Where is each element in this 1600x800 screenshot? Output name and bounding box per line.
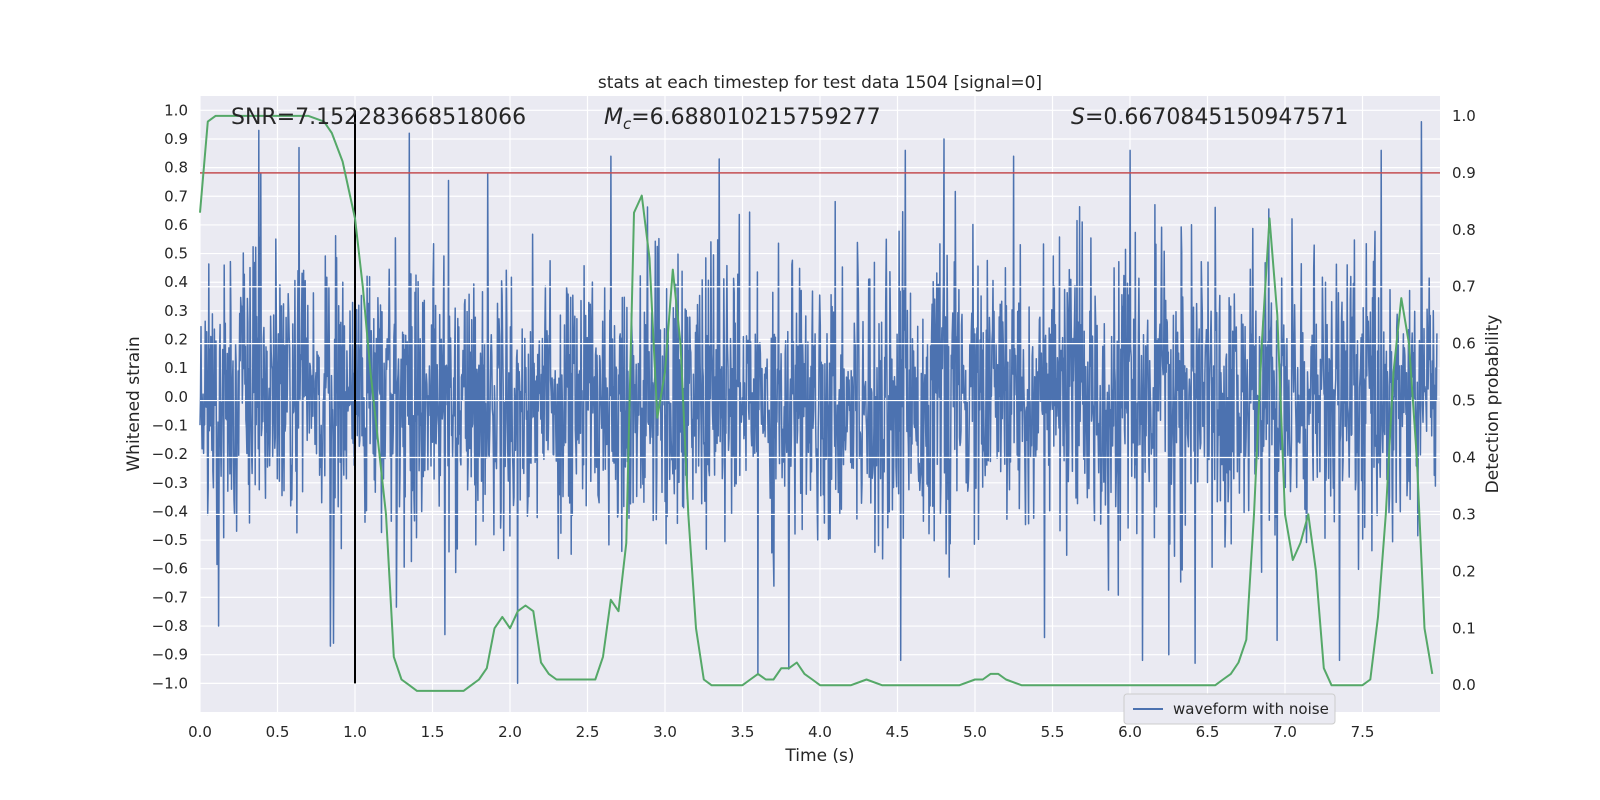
s-value: =0.6670845150947571 xyxy=(1085,105,1348,130)
y-tick-label: −0.2 xyxy=(152,445,188,463)
y-axis-label: Whitened strain xyxy=(124,336,144,471)
y-tick-label: 0.6 xyxy=(164,216,188,234)
x-tick-label: 6.5 xyxy=(1196,723,1220,741)
y-tick-label: −0.1 xyxy=(152,416,188,434)
x-tick-label: 1.5 xyxy=(421,723,445,741)
y-tick-label: −0.8 xyxy=(152,617,188,635)
y-tick-label: 0.7 xyxy=(164,187,188,205)
y-axis-ticks: 1.0 0.9 0.8 0.7 0.6 0.5 0.4 0.3 0.2 0.1 0.0 −0.1 −0.… xyxy=(152,101,188,692)
y2-tick-label: 0.5 xyxy=(1452,392,1476,410)
y-tick-label: −0.4 xyxy=(152,502,188,520)
x-tick-label: 5.5 xyxy=(1041,723,1065,741)
x-tick-label: 5.0 xyxy=(963,723,987,741)
y2-tick-label: 0.0 xyxy=(1452,676,1476,694)
y2-tick-label: 0.8 xyxy=(1452,221,1476,239)
y2-axis-ticks: 1.0 0.9 0.8 0.7 0.6 0.5 0.4 0.3 0.2 0.1 0.0 xyxy=(1452,107,1476,694)
y2-tick-label: 0.7 xyxy=(1452,278,1476,296)
y-tick-label: −0.7 xyxy=(152,588,188,606)
s-annotation: S=0.6670845150947571 xyxy=(1071,105,1348,130)
y-tick-label: −0.3 xyxy=(152,474,188,492)
legend-label-waveform: waveform with noise xyxy=(1173,700,1329,718)
y-tick-label: −0.6 xyxy=(152,560,188,578)
y2-tick-label: 0.9 xyxy=(1452,164,1476,182)
y-tick-label: −0.5 xyxy=(152,531,188,549)
y2-tick-label: 0.3 xyxy=(1452,505,1476,523)
y-tick-label: 0.9 xyxy=(164,130,188,148)
x-tick-label: 3.5 xyxy=(731,723,755,741)
chirp-mass-annotation: Mc=6.688010215759277 xyxy=(604,105,881,133)
y-tick-label: 0.0 xyxy=(164,388,188,406)
x-tick-label: 4.5 xyxy=(886,723,910,741)
chart-title: stats at each timestep for test data 150… xyxy=(598,73,1042,93)
y-tick-label: 0.8 xyxy=(164,159,188,177)
x-axis-ticks: 0.0 0.5 1.0 1.5 2.0 2.5 3.0 3.5 4.0 4.5 5.0 5.5 6.0 6… xyxy=(188,723,1374,741)
x-tick-label: 2.5 xyxy=(576,723,600,741)
y2-tick-label: 0.1 xyxy=(1452,619,1476,637)
y-tick-label: −1.0 xyxy=(152,674,188,692)
y2-axis-label: Detection probability xyxy=(1483,315,1503,494)
x-tick-label: 0.5 xyxy=(266,723,290,741)
s-symbol: S xyxy=(1071,105,1085,130)
legend: waveform with noise xyxy=(1123,693,1336,725)
waveform-line xyxy=(199,121,1438,685)
x-tick-label: 2.0 xyxy=(498,723,522,741)
y-tick-label: 0.2 xyxy=(164,331,188,349)
x-tick-label: 3.0 xyxy=(653,723,677,741)
overlay-lines xyxy=(200,110,1440,684)
x-tick-label: 7.0 xyxy=(1273,723,1297,741)
x-tick-label: 6.0 xyxy=(1118,723,1142,741)
y2-tick-label: 0.2 xyxy=(1452,562,1476,580)
y-tick-label: 0.4 xyxy=(164,273,188,291)
y2-tick-label: 0.4 xyxy=(1452,449,1476,467)
chirp-mass-value: =6.688010215759277 xyxy=(631,105,880,130)
y-tick-label: 1.0 xyxy=(164,101,188,119)
legend-box xyxy=(1123,693,1336,725)
y-tick-label: 0.3 xyxy=(164,302,188,320)
probability-series xyxy=(199,114,1434,692)
x-tick-label: 1.0 xyxy=(343,723,367,741)
x-tick-label: 7.5 xyxy=(1351,723,1375,741)
waveform-series xyxy=(199,121,1438,685)
x-tick-label: 0.0 xyxy=(188,723,212,741)
y-tick-label: −0.9 xyxy=(152,646,188,664)
y2-tick-label: 0.6 xyxy=(1452,335,1476,353)
y-tick-label: 0.5 xyxy=(164,245,188,263)
snr-annotation: SNR=7.152283668518066 xyxy=(231,105,526,130)
x-axis-label: Time (s) xyxy=(784,746,854,766)
x-tick-label: 4.0 xyxy=(808,723,832,741)
chirp-mass-subscript: c xyxy=(623,115,632,133)
y-tick-label: 0.1 xyxy=(164,359,188,377)
y2-tick-label: 1.0 xyxy=(1452,107,1476,125)
probability-line xyxy=(199,114,1434,692)
chirp-mass-symbol: M xyxy=(604,105,623,130)
